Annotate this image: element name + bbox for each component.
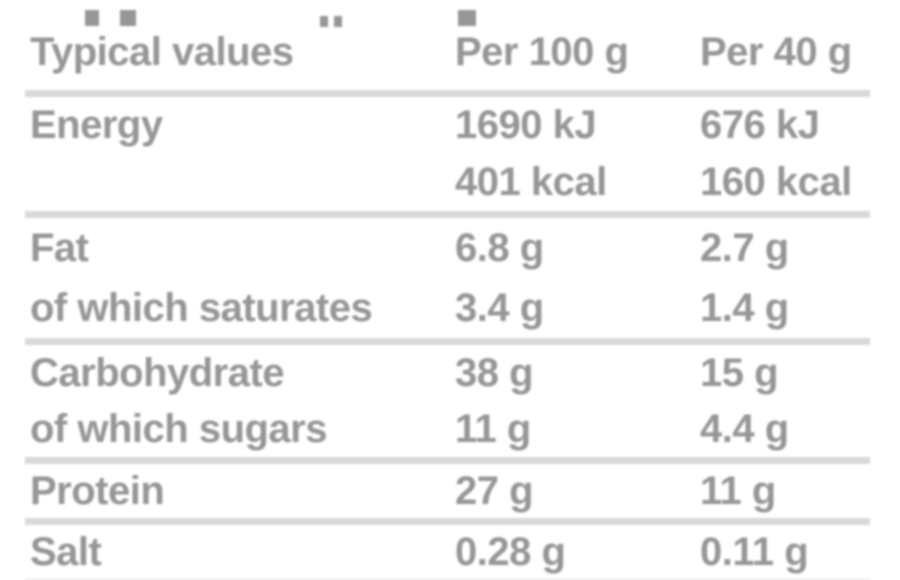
divider-line (25, 211, 870, 218)
table-row-energy: Energy 1690 kJ 401 kcal 676 kJ 160 kcal (30, 97, 870, 211)
salt-per-100g: 0.28 g (455, 529, 566, 574)
row-label-protein: Protein (30, 468, 165, 513)
fat-per-40g: 2.7 g (700, 225, 789, 270)
clipped-text-remnant (320, 16, 328, 27)
table-row-sugars: of which sugars 11 g 4.4 g (30, 401, 870, 457)
energy-per-100g: 1690 kJ 401 kcal (455, 97, 700, 211)
energy-per-40g: 676 kJ 160 kcal (700, 97, 870, 211)
carbohydrate-per-40g: 15 g (700, 350, 779, 395)
divider-line (25, 457, 870, 464)
table-header-row: Typical values Per 100 g Per 40 g (30, 14, 870, 90)
salt-per-40g: 0.11 g (700, 529, 809, 574)
clipped-text-remnant (120, 10, 136, 26)
column-header-per-100g: Per 100 g (455, 29, 629, 74)
row-label-saturates: of which saturates (30, 285, 373, 330)
saturates-per-100g: 3.4 g (455, 285, 544, 330)
protein-per-100g: 27 g (455, 468, 534, 513)
energy-per-40g-kcal: 160 kcal (700, 160, 852, 204)
protein-per-40g: 11 g (700, 468, 776, 513)
row-label-sugars: of which sugars (30, 406, 328, 451)
table-row-fat: Fat 6.8 g 2.7 g (30, 218, 870, 278)
clipped-text-remnant (334, 16, 342, 27)
table-row-protein: Protein 27 g 11 g (30, 464, 870, 518)
row-label-fat: Fat (30, 225, 89, 270)
fat-per-100g: 6.8 g (455, 225, 544, 270)
column-header-typical-values: Typical values (30, 29, 294, 74)
saturates-per-40g: 1.4 g (700, 285, 789, 330)
table-row-saturates: of which saturates 3.4 g 1.4 g (30, 278, 870, 338)
clipped-text-remnant (458, 10, 476, 26)
row-label-energy: Energy (30, 103, 163, 147)
sugars-per-40g: 4.4 g (700, 406, 789, 451)
column-header-per-40g: Per 40 g (700, 29, 852, 74)
table-row-salt: Salt 0.28 g 0.11 g (30, 525, 870, 579)
energy-per-40g-kj: 676 kJ (700, 103, 820, 147)
table-row-carbohydrate: Carbohydrate 38 g 15 g (30, 345, 870, 401)
energy-per-100g-kcal: 401 kcal (455, 160, 607, 204)
clipped-text-remnant (85, 10, 99, 26)
divider-line (25, 90, 870, 97)
row-label-carbohydrate: Carbohydrate (30, 350, 285, 395)
carbohydrate-per-100g: 38 g (455, 350, 534, 395)
energy-per-100g-kj: 1690 kJ (455, 103, 597, 147)
divider-line (25, 338, 870, 345)
row-label-salt: Salt (30, 529, 102, 574)
sugars-per-100g: 11 g (455, 406, 531, 451)
divider-line (25, 518, 870, 525)
